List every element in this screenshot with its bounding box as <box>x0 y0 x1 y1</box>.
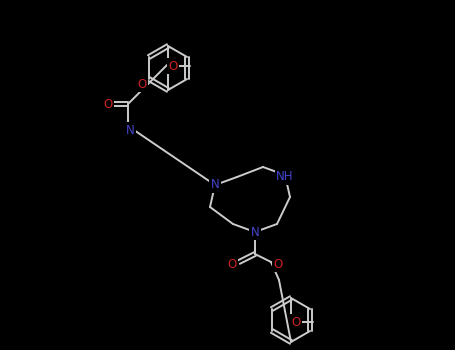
Text: O: O <box>228 258 237 271</box>
Text: O: O <box>168 60 177 72</box>
Text: N: N <box>251 225 259 238</box>
Text: N: N <box>126 124 134 136</box>
Text: O: O <box>291 315 301 329</box>
Text: O: O <box>103 98 113 111</box>
Text: NH: NH <box>276 170 294 183</box>
Text: O: O <box>273 258 283 271</box>
Text: N: N <box>211 178 219 191</box>
Text: O: O <box>137 77 147 91</box>
